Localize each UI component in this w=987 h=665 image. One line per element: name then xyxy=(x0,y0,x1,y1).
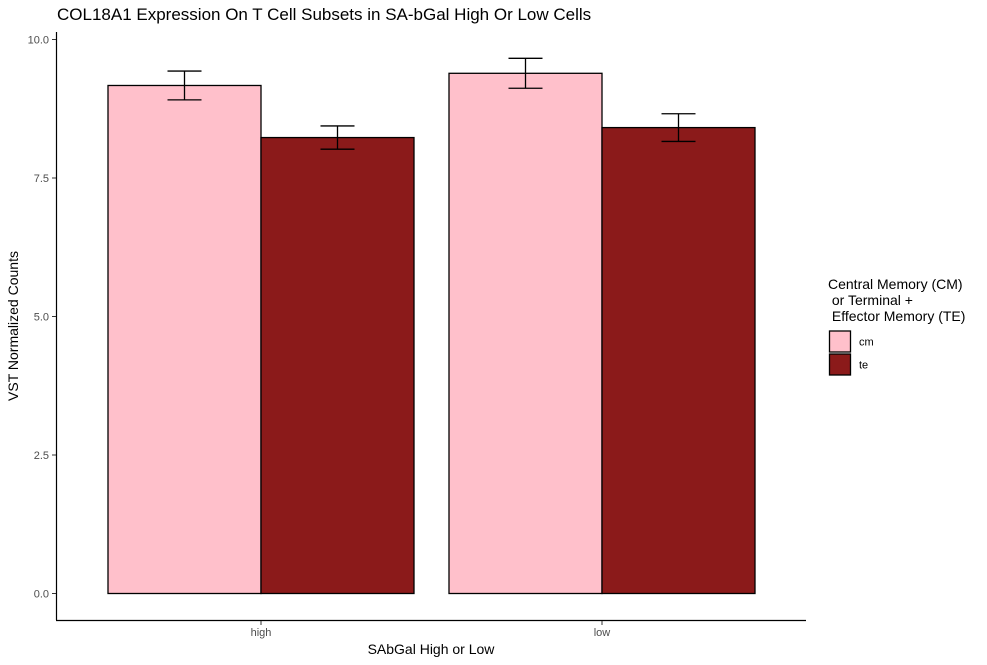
legend-label-te: te xyxy=(859,360,868,372)
legend-items: cm te xyxy=(828,330,874,376)
error-bar-cm-low xyxy=(508,57,543,89)
y-tick-label-4: 10.0 xyxy=(28,35,49,47)
legend-swatch-te xyxy=(828,353,852,376)
x-axis-title: SAbGal High or Low xyxy=(368,641,496,657)
y-tick-label-2: 5.0 xyxy=(34,312,49,324)
bar-te-low xyxy=(601,126,756,595)
y-tick-label-1: 2.5 xyxy=(34,450,49,462)
legend-swatch-cm xyxy=(828,330,852,353)
x-tick-label-high: high xyxy=(251,627,272,639)
y-tick-label-0: 0.0 xyxy=(34,589,49,601)
bar-te-high xyxy=(260,136,415,595)
chart-title: COL18A1 Expression On T Cell Subsets in … xyxy=(57,5,591,24)
y-tick-label-3: 7.5 xyxy=(34,173,49,185)
legend-label-cm: cm xyxy=(859,337,874,349)
legend: Central Memory (CM) or Terminal + Effect… xyxy=(828,276,965,376)
x-ticks: high low xyxy=(251,621,611,639)
legend-title-line-1: Central Memory (CM) xyxy=(828,276,963,292)
legend-title-line-2: or Terminal + xyxy=(828,292,913,308)
x-tick-label-low: low xyxy=(594,627,611,639)
bar-cm-high xyxy=(107,84,262,595)
error-bar-te-low xyxy=(661,113,696,143)
y-ticks: 0.0 2.5 5.0 7.5 10.0 xyxy=(28,35,56,601)
y-axis-title: VST Normalized Counts xyxy=(5,251,21,401)
bar-cm-low xyxy=(448,72,603,595)
legend-title-line-3: Effector Memory (TE) xyxy=(828,308,965,324)
error-bar-cm-high xyxy=(167,70,202,101)
error-bar-te-high xyxy=(320,125,355,150)
plot-area xyxy=(107,57,756,595)
